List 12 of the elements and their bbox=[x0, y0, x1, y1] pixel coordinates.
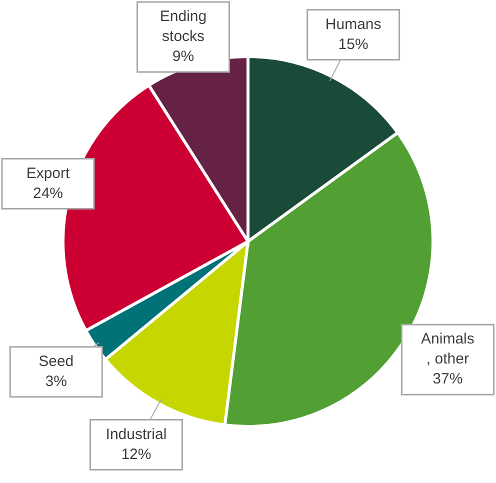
slice-label: Industrial bbox=[106, 426, 167, 443]
slice-label: Seed bbox=[38, 352, 74, 370]
data-label: 12% bbox=[121, 446, 152, 463]
data-label: 3% bbox=[45, 372, 67, 390]
data-label: 9% bbox=[172, 48, 194, 65]
slice-label: Animals , other bbox=[421, 330, 474, 368]
slice-label: Humans bbox=[325, 16, 382, 33]
slice-label: Export bbox=[26, 164, 71, 182]
data-label: 24% bbox=[32, 184, 64, 202]
slice-label: Ending stocks bbox=[160, 8, 207, 45]
data-label: 15% bbox=[338, 36, 368, 53]
data-label: 37% bbox=[432, 370, 463, 388]
